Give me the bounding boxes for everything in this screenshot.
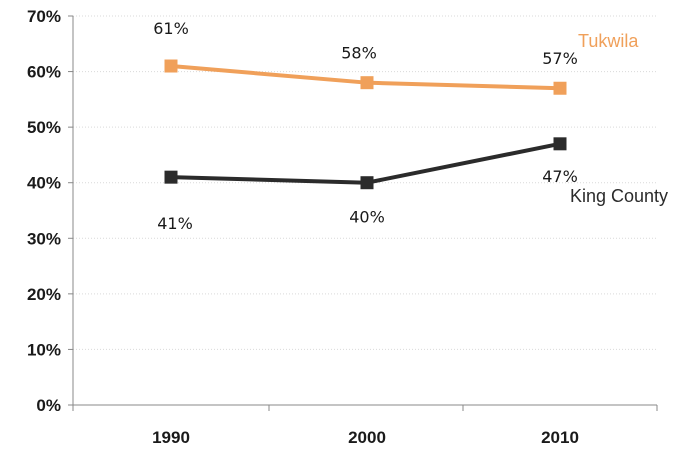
x-tick-label: 2000 <box>348 428 386 447</box>
x-tick-label: 1990 <box>152 428 190 447</box>
data-point-marker <box>553 137 567 151</box>
series-name-label: King County <box>570 186 668 206</box>
y-tick-label: 40% <box>27 174 61 193</box>
data-point-marker <box>360 76 374 90</box>
data-labels: 61% 58% 57%Tukwila 41% 40% 47%King County <box>153 19 668 233</box>
data-point-marker <box>553 81 567 95</box>
y-tick-labels: 0% 10% 20% 30% 40% 50% 60% 70% <box>27 7 61 415</box>
data-label: 57% <box>542 49 578 68</box>
data-label: 47% <box>542 167 578 186</box>
series-name-label: Tukwila <box>578 31 639 51</box>
y-tick-label: 70% <box>27 7 61 26</box>
data-label: 61% <box>153 19 189 38</box>
y-tick-label: 50% <box>27 118 61 137</box>
x-tick-label: 2010 <box>541 428 579 447</box>
data-point-marker <box>360 176 374 190</box>
series-group <box>164 59 567 190</box>
data-label: 41% <box>157 214 193 233</box>
data-label: 58% <box>341 44 377 63</box>
y-tick-label: 10% <box>27 340 61 359</box>
axes <box>72 16 657 406</box>
y-tick-label: 30% <box>27 229 61 248</box>
data-point-marker <box>164 59 178 73</box>
x-tick-labels: 1990 2000 2010 <box>152 428 579 447</box>
data-label: 40% <box>349 208 385 227</box>
data-point-marker <box>164 170 178 184</box>
y-tick-label: 60% <box>27 63 61 82</box>
y-tick-label: 0% <box>36 396 61 415</box>
y-tick-label: 20% <box>27 285 61 304</box>
